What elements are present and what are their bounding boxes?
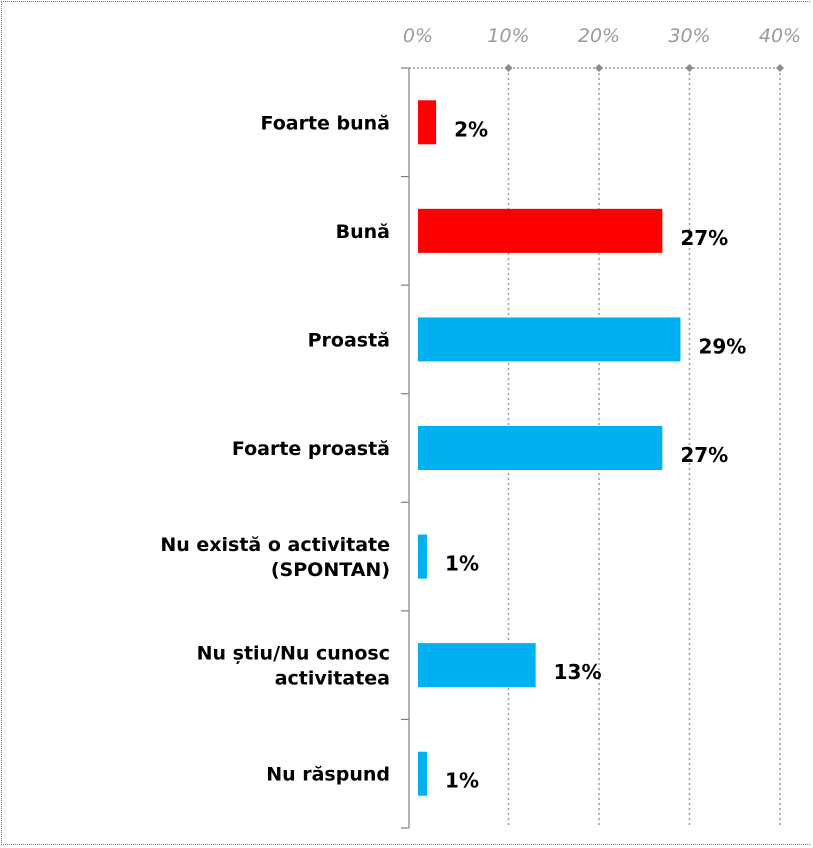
tick-marker bbox=[595, 64, 603, 72]
value-label: 1% bbox=[445, 769, 479, 793]
category-label: Proastă bbox=[308, 329, 390, 351]
category-label: Nu există o activitate (SPONTAN) bbox=[160, 534, 390, 581]
value-label: 1% bbox=[445, 552, 479, 576]
value-label: 29% bbox=[698, 334, 746, 358]
category-labels: Foarte bună Bună Proastă Foarte proastă Nu e… bbox=[160, 112, 390, 785]
category-label: Nu răspund bbox=[266, 764, 390, 786]
tick-label: 10% bbox=[487, 25, 529, 47]
tick-marker bbox=[685, 64, 694, 72]
tick-marker bbox=[504, 64, 513, 72]
value-axis bbox=[401, 64, 784, 829]
bar bbox=[418, 751, 428, 796]
tick-label: 20% bbox=[578, 25, 620, 47]
bar bbox=[418, 317, 681, 362]
bar bbox=[418, 208, 663, 253]
tick-label: 0% bbox=[403, 25, 433, 47]
bars bbox=[418, 100, 681, 796]
tick-labels: 0% 10% 20% 30% 40% bbox=[403, 25, 801, 47]
bar bbox=[418, 643, 536, 688]
tick-label: 30% bbox=[668, 25, 710, 47]
tick-marker bbox=[776, 64, 784, 72]
bar bbox=[418, 426, 663, 470]
bar bbox=[418, 100, 437, 145]
value-label: 27% bbox=[680, 226, 728, 250]
bar bbox=[418, 534, 428, 579]
value-label: 27% bbox=[680, 443, 728, 467]
value-labels: 2% 27% 29% 27% 1% 13% 1% bbox=[445, 117, 746, 792]
value-label: 13% bbox=[554, 660, 602, 684]
category-label: Bună bbox=[336, 221, 390, 243]
value-label: 2% bbox=[454, 117, 488, 141]
category-label: Foarte bună bbox=[260, 112, 390, 134]
tick-label: 40% bbox=[759, 25, 801, 47]
category-label: Foarte proastă bbox=[232, 438, 390, 460]
category-label: Nu știu/Nu cunosc activitatea bbox=[197, 643, 390, 690]
